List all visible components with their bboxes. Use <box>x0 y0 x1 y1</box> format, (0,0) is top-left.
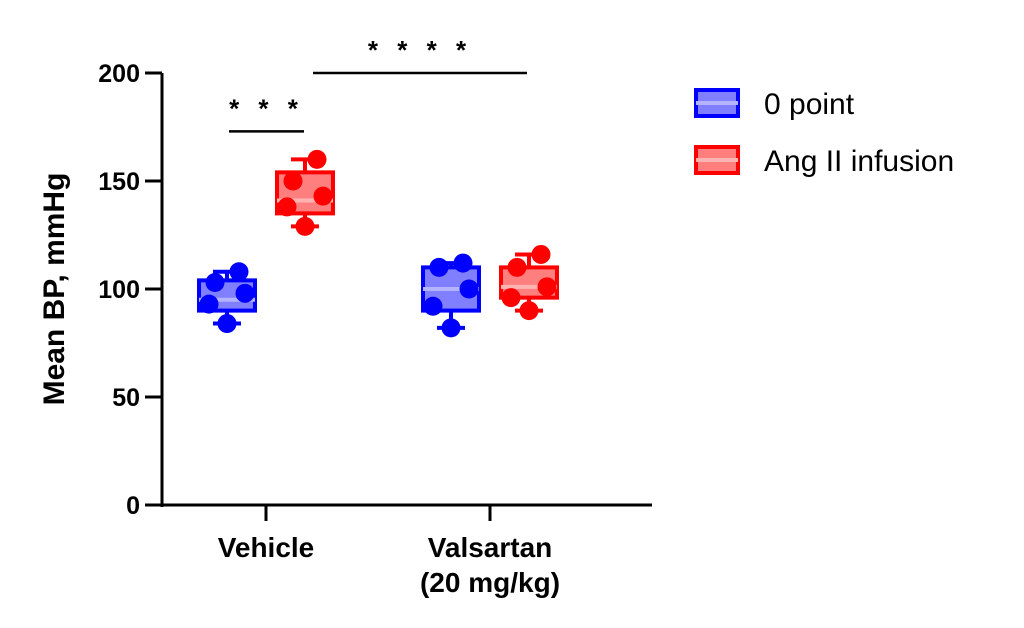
box-1-0 <box>275 149 335 236</box>
data-point <box>507 257 527 277</box>
data-point <box>217 314 237 334</box>
x-category-label: Vehicle <box>218 532 315 563</box>
legend: 0 point Ang II infusion <box>694 88 954 178</box>
y-tick-label: 0 <box>126 492 140 520</box>
data-point <box>531 244 551 264</box>
data-point <box>229 262 249 282</box>
data-point <box>205 273 225 293</box>
data-point <box>423 296 443 316</box>
data-point <box>283 171 303 191</box>
legend-label: Ang II infusion <box>764 145 954 178</box>
data-point <box>501 288 521 308</box>
data-point <box>295 216 315 236</box>
significance-annotations: * * * * * * * <box>229 35 527 133</box>
y-tick-label: 50 <box>112 384 140 412</box>
x-category-label: Valsartan <box>428 532 553 563</box>
legend-item: 0 point <box>694 88 855 121</box>
data-point <box>459 279 479 299</box>
data-point <box>235 283 255 303</box>
box-0-1 <box>421 253 481 338</box>
box-0-0 <box>197 262 257 334</box>
plot-area <box>197 149 559 338</box>
legend-item: Ang II infusion <box>694 145 954 178</box>
data-point <box>277 197 297 217</box>
data-point <box>441 318 461 338</box>
data-point <box>313 186 333 206</box>
box-1-1 <box>499 244 559 321</box>
data-point <box>519 301 539 321</box>
significance-label: * * * <box>229 93 304 123</box>
data-point <box>199 294 219 314</box>
y-tick-label: 100 <box>98 276 140 304</box>
data-point <box>429 257 449 277</box>
y-tick-label: 150 <box>98 168 140 196</box>
y-axis-label: Mean BP, mmHg <box>38 173 71 406</box>
data-point <box>537 277 557 297</box>
data-point <box>307 149 327 169</box>
legend-label: 0 point <box>764 88 855 121</box>
data-point <box>453 253 473 273</box>
significance-label: * * * * <box>368 35 472 65</box>
axes: 0 50 100 150 200 Vehicle Valsartan (20 mg/kg) Me… <box>38 60 652 598</box>
y-tick-label: 200 <box>98 60 140 88</box>
x-category-label: (20 mg/kg) <box>420 567 560 598</box>
